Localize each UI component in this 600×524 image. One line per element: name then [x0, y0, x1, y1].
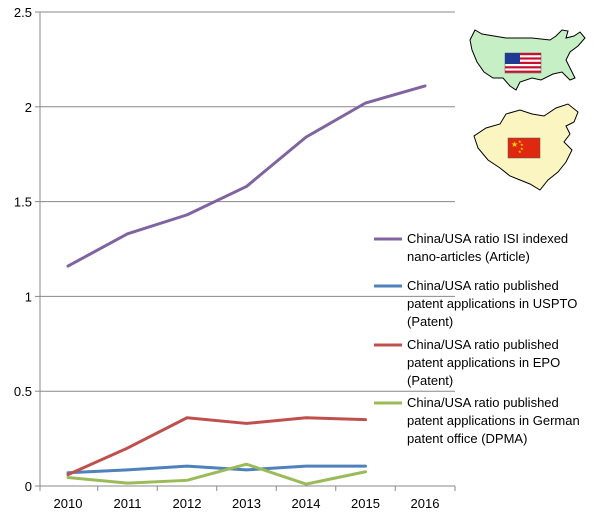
usa-flag-icon	[504, 52, 542, 74]
x-tick-label: 2012	[173, 496, 202, 511]
svg-text:★: ★	[511, 140, 518, 149]
legend-label-3: patent office (DPMA)	[407, 431, 527, 446]
legend-label-0: China/USA ratio ISI indexed	[407, 231, 568, 246]
legend-label-0: nano-articles (Article)	[407, 249, 530, 264]
legend-label-1: (Patent)	[407, 314, 453, 329]
svg-text:★: ★	[518, 149, 522, 154]
svg-text:★: ★	[520, 142, 524, 147]
svg-text:★: ★	[518, 139, 522, 144]
china-map-icon: ★ ★ ★ ★ ★	[473, 103, 579, 191]
y-tick-label: 0	[25, 479, 32, 494]
y-tick-label: 2	[25, 100, 32, 115]
series-line-2	[66, 416, 367, 477]
x-tick-label: 2013	[232, 496, 261, 511]
x-tick-label: 2011	[114, 496, 142, 511]
legend-label-2: China/USA ratio published	[407, 337, 559, 352]
x-tick-labels: 2010 2011 2012 2013 2014 2015 2016	[54, 496, 440, 511]
gridlines	[40, 11, 455, 392]
usa-map-icon	[469, 29, 586, 91]
legend-label-3: patent applications in German	[407, 413, 580, 428]
legend-label-2: patent applications in EPO	[407, 355, 560, 370]
x-tick-label: 2015	[351, 496, 380, 511]
x-tick-label: 2016	[411, 496, 440, 511]
x-tick-label: 2014	[292, 496, 321, 511]
legend-label-1: patent applications in USPTO	[407, 296, 577, 311]
series-lines	[66, 84, 427, 486]
y-tick-label: 0.5	[14, 384, 32, 399]
legend-label-2: (Patent)	[407, 373, 453, 388]
legend-label-3: China/USA ratio published	[407, 395, 559, 410]
x-tick-label: 2010	[54, 496, 83, 511]
legend-label-1: China/USA ratio published	[407, 278, 559, 293]
svg-text:★: ★	[520, 146, 524, 151]
series-line-1	[66, 464, 367, 475]
y-tick-label: 1.5	[14, 195, 32, 210]
legend: China/USA ratio ISI indexed nano-articles…	[374, 231, 580, 446]
series-line-0	[66, 84, 427, 268]
y-tick-labels: 0 0.5 1 1.5 2 2.5	[14, 5, 32, 494]
y-tick-label: 2.5	[14, 5, 32, 20]
china-flag-icon: ★ ★ ★ ★ ★	[507, 137, 541, 159]
series-line-3	[66, 462, 367, 486]
axes	[35, 11, 456, 491]
y-tick-label: 1	[25, 289, 32, 304]
